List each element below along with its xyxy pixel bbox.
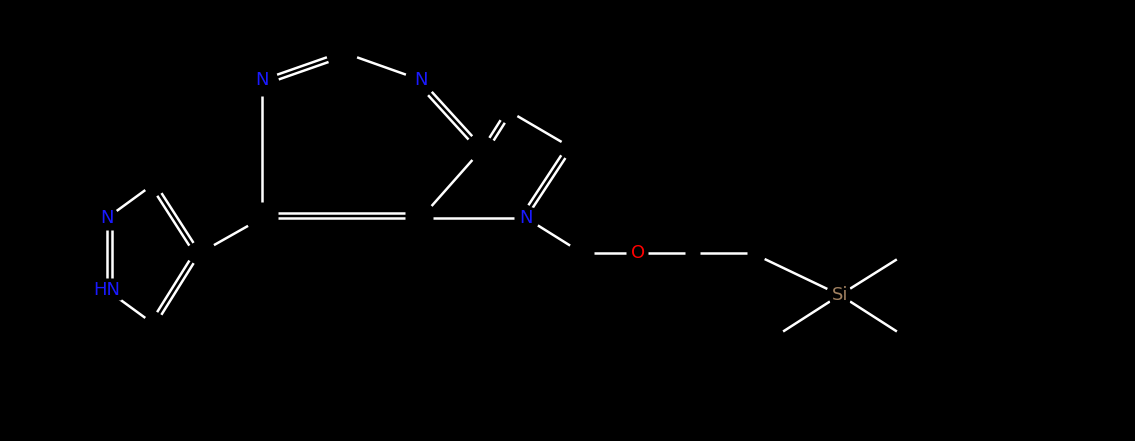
Text: N: N (100, 209, 114, 227)
Text: HN: HN (93, 281, 120, 299)
Text: N: N (414, 71, 428, 89)
Text: N: N (255, 71, 269, 89)
Text: O: O (631, 244, 645, 262)
Text: Si: Si (832, 286, 848, 304)
Text: N: N (519, 209, 532, 227)
